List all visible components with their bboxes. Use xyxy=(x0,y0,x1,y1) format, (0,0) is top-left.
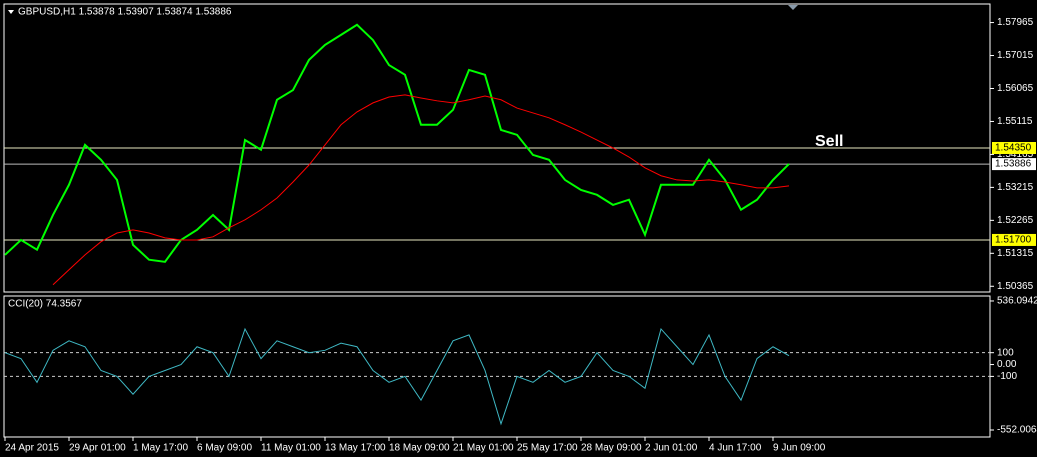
y-tick-label: 1.52265 xyxy=(997,215,1034,226)
series-line xyxy=(52,94,790,286)
series-line xyxy=(4,23,790,263)
y-tick-label: 1.55115 xyxy=(997,116,1033,127)
y-tick-label: 1.53215 xyxy=(997,182,1034,193)
y-tick-label: 100 xyxy=(997,347,1014,358)
y-tick-label: -100 xyxy=(997,371,1017,382)
y-tick-label: -552.0064 xyxy=(997,425,1037,436)
x-tick-label: 25 May 17:00 xyxy=(517,443,578,454)
level-label-bg xyxy=(992,142,1036,154)
cci-panel xyxy=(3,295,991,438)
x-tick-label: 6 May 09:00 xyxy=(197,443,252,454)
x-tick-label: 2 Jun 01:00 xyxy=(645,443,698,454)
y-tick-label: 1.50365 xyxy=(997,281,1034,292)
y-tick-label: 1.57965 xyxy=(997,17,1034,28)
x-tick-label: 29 Apr 01:00 xyxy=(69,443,126,454)
current-price-label: 1.53886 xyxy=(995,159,1032,170)
y-tick-label: 1.54165 xyxy=(997,149,1034,160)
x-tick-label: 21 May 01:00 xyxy=(453,443,514,454)
x-tick-label: 24 Apr 2015 xyxy=(5,443,59,454)
level-label: 1.54350 xyxy=(995,143,1032,154)
x-tick-label: 28 May 09:00 xyxy=(581,443,642,454)
y-tick-label: 1.56065 xyxy=(997,83,1034,94)
cci-title: CCI(20) 74.3567 xyxy=(8,299,82,310)
shift-marker xyxy=(788,5,798,10)
current-price-bg xyxy=(992,158,1036,171)
y-tick-label: 0.00 xyxy=(997,359,1017,370)
menu-triangle xyxy=(8,10,14,14)
x-tick-label: 13 May 17:00 xyxy=(325,443,386,454)
x-tick-label: 18 May 09:00 xyxy=(389,443,450,454)
y-tick-label: 536.0942 xyxy=(997,296,1037,307)
annotation: Sell xyxy=(815,133,843,150)
y-tick-label: 1.51315 xyxy=(997,248,1034,259)
y-tick-label: 1.57015 xyxy=(997,50,1034,61)
x-tick-label: 9 Jun 09:00 xyxy=(773,443,826,454)
series-line xyxy=(4,327,790,426)
price-title: GBPUSD,H1 1.53878 1.53907 1.53874 1.5388… xyxy=(18,7,232,18)
level-label-bg xyxy=(992,233,1036,246)
x-tick-label: 11 May 01:00 xyxy=(261,443,321,454)
x-tick-label: 4 Jun 17:00 xyxy=(709,443,762,454)
x-tick-label: 1 May 17:00 xyxy=(133,443,188,454)
level-label: 1.51700 xyxy=(995,235,1032,246)
